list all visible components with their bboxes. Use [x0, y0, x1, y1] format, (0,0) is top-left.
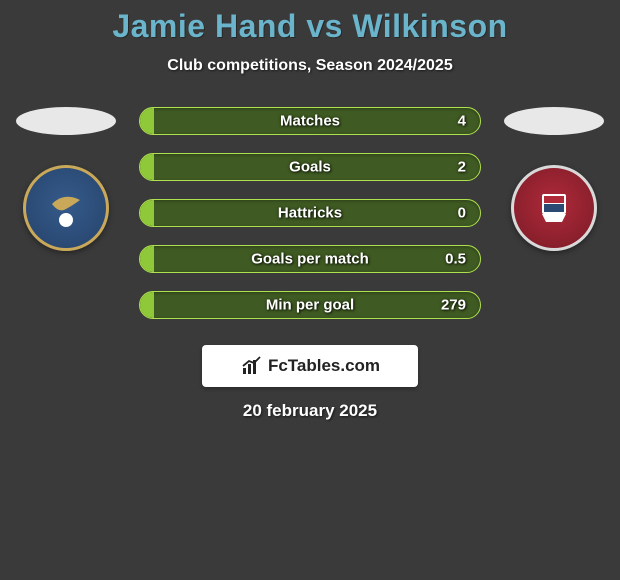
- stat-bar-goals: Goals 2: [139, 153, 481, 181]
- stat-bar-fill: [140, 246, 154, 272]
- stat-bar-fill: [140, 108, 154, 134]
- right-club-badge: [511, 165, 597, 251]
- right-player-avatar: [504, 107, 604, 135]
- stat-bar-fill: [140, 292, 154, 318]
- stat-value: 4: [458, 113, 466, 130]
- stat-bar-fill: [140, 200, 154, 226]
- stat-label: Matches: [280, 113, 340, 130]
- left-club-badge-inner: [35, 177, 97, 239]
- brand-box[interactable]: FcTables.com: [202, 345, 418, 387]
- bird-ball-icon: [42, 184, 90, 232]
- shield-icon: [532, 186, 576, 230]
- stat-label: Goals per match: [251, 251, 369, 268]
- stat-label: Goals: [289, 159, 331, 176]
- stat-label: Min per goal: [266, 297, 354, 314]
- stat-bar-matches: Matches 4: [139, 107, 481, 135]
- date-text: 20 february 2025: [0, 401, 620, 421]
- right-club-badge-inner: [523, 177, 585, 239]
- stat-label: Hattricks: [278, 205, 342, 222]
- left-club-badge: [23, 165, 109, 251]
- stats-bars: Matches 4 Goals 2 Hattricks 0 Goals per …: [139, 107, 481, 319]
- chart-icon: [240, 354, 264, 378]
- stat-value: 0.5: [445, 251, 466, 268]
- stat-bar-hattricks: Hattricks 0: [139, 199, 481, 227]
- main-row: Matches 4 Goals 2 Hattricks 0 Goals per …: [0, 107, 620, 319]
- stat-bar-fill: [140, 154, 154, 180]
- brand-text: FcTables.com: [268, 356, 380, 376]
- left-column: [11, 107, 121, 251]
- stat-value: 279: [441, 297, 466, 314]
- right-column: [499, 107, 609, 251]
- stat-value: 2: [458, 159, 466, 176]
- subtitle: Club competitions, Season 2024/2025: [0, 57, 620, 75]
- left-player-avatar: [16, 107, 116, 135]
- comparison-card: Jamie Hand vs Wilkinson Club competition…: [0, 0, 620, 421]
- stat-bar-gpm: Goals per match 0.5: [139, 245, 481, 273]
- page-title: Jamie Hand vs Wilkinson: [0, 8, 620, 45]
- stat-bar-mpg: Min per goal 279: [139, 291, 481, 319]
- stat-value: 0: [458, 205, 466, 222]
